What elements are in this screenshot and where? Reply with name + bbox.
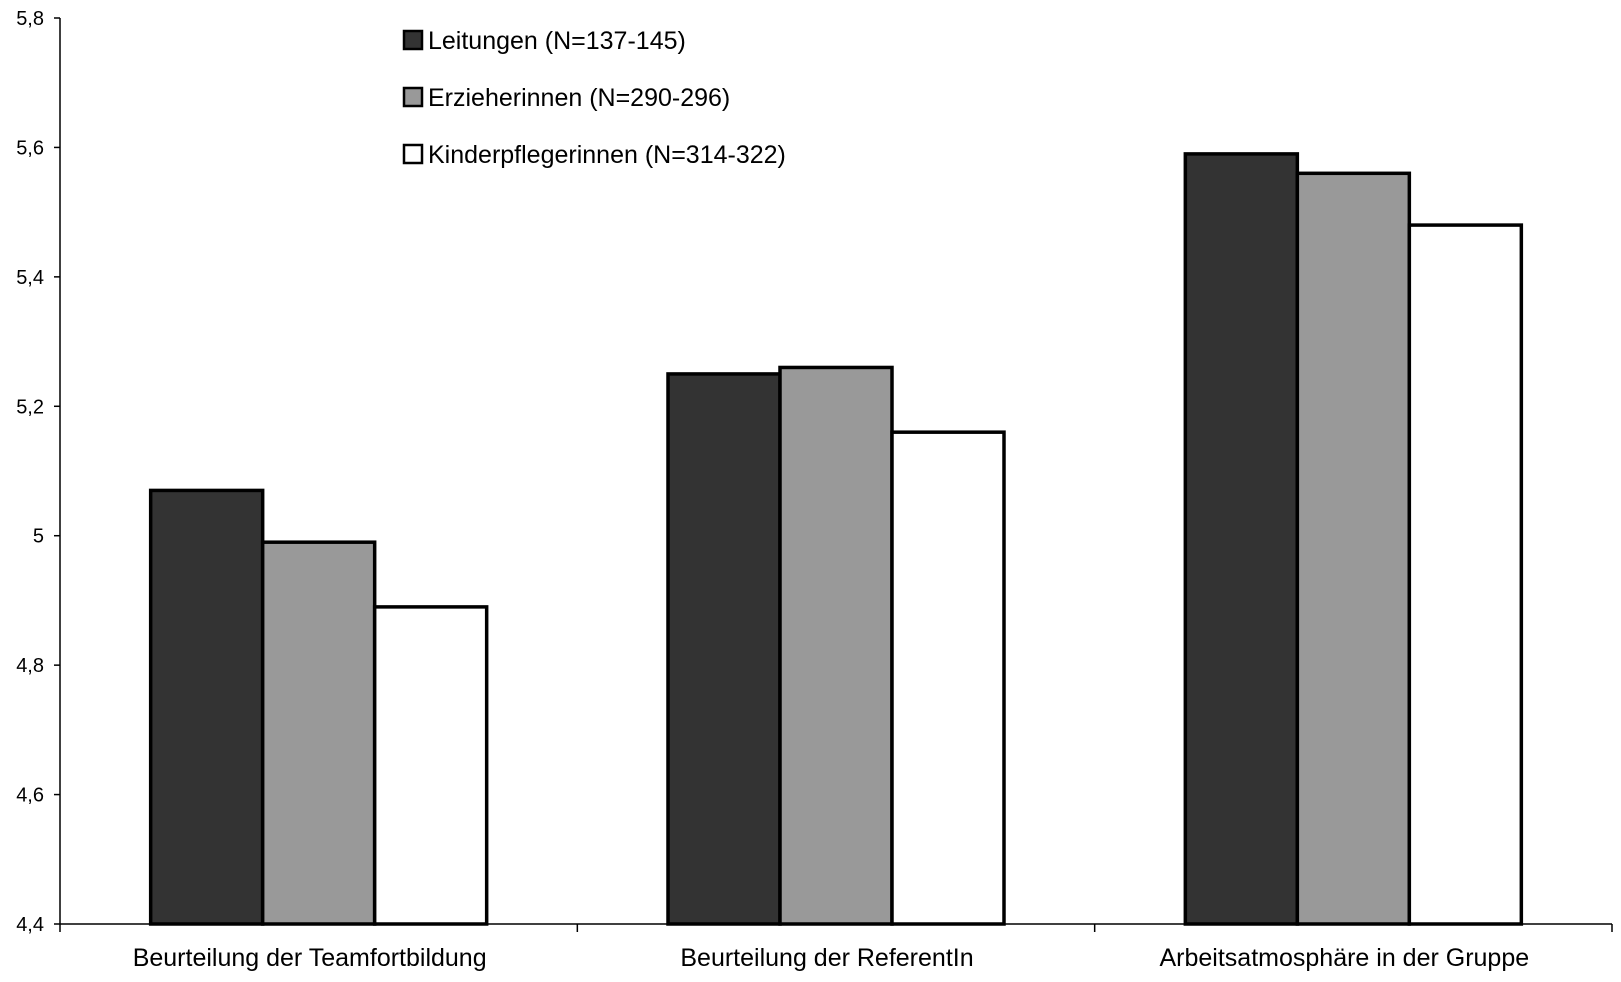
- x-category-label: Beurteilung der Teamfortbildung: [133, 944, 487, 972]
- bar-2-2: [778, 365, 894, 926]
- legend-swatch: [402, 29, 424, 51]
- bar-2-1: [260, 540, 377, 926]
- y-tick-label: 4,8: [16, 655, 44, 677]
- y-tick-label: 4,4: [16, 914, 44, 936]
- legend-label: Erzieherinnen (N=290-296): [428, 84, 730, 112]
- legend-swatch: [402, 86, 424, 108]
- legend-label: Kinderpflegerinnen (N=314-322): [428, 141, 786, 169]
- bars-group: [148, 152, 1524, 926]
- y-tick-label: 5,6: [16, 137, 44, 159]
- y-tick-label: 5,2: [16, 396, 44, 418]
- bar-2-3: [1295, 171, 1412, 926]
- x-category-label: Beurteilung der ReferentIn: [680, 944, 973, 972]
- y-tick-label: 5: [33, 526, 44, 548]
- y-tick-label: 4,6: [16, 785, 44, 807]
- axes-group: 4,4 4,6 4,8 5 5,2 5,4 5,6 5,8 Beurteilung der Te…: [16, 8, 1613, 972]
- y-tick-label: 5,8: [16, 8, 44, 30]
- bar-3-2: [890, 430, 1006, 926]
- legend-label: Leitungen (N=137-145): [428, 27, 686, 55]
- bar-1-1: [148, 488, 265, 926]
- legend-swatch: [402, 143, 424, 165]
- bar-1-3: [1183, 152, 1300, 926]
- bar-1-2: [666, 372, 782, 926]
- legend: Leitungen (N=137-145) Erzieherinnen (N=29…: [402, 27, 786, 169]
- y-tick-label: 5,4: [16, 267, 44, 289]
- bar-3-1: [372, 605, 489, 926]
- bar-3-3: [1407, 223, 1524, 926]
- x-category-label: Arbeitsatmosphäre in der Gruppe: [1160, 944, 1530, 972]
